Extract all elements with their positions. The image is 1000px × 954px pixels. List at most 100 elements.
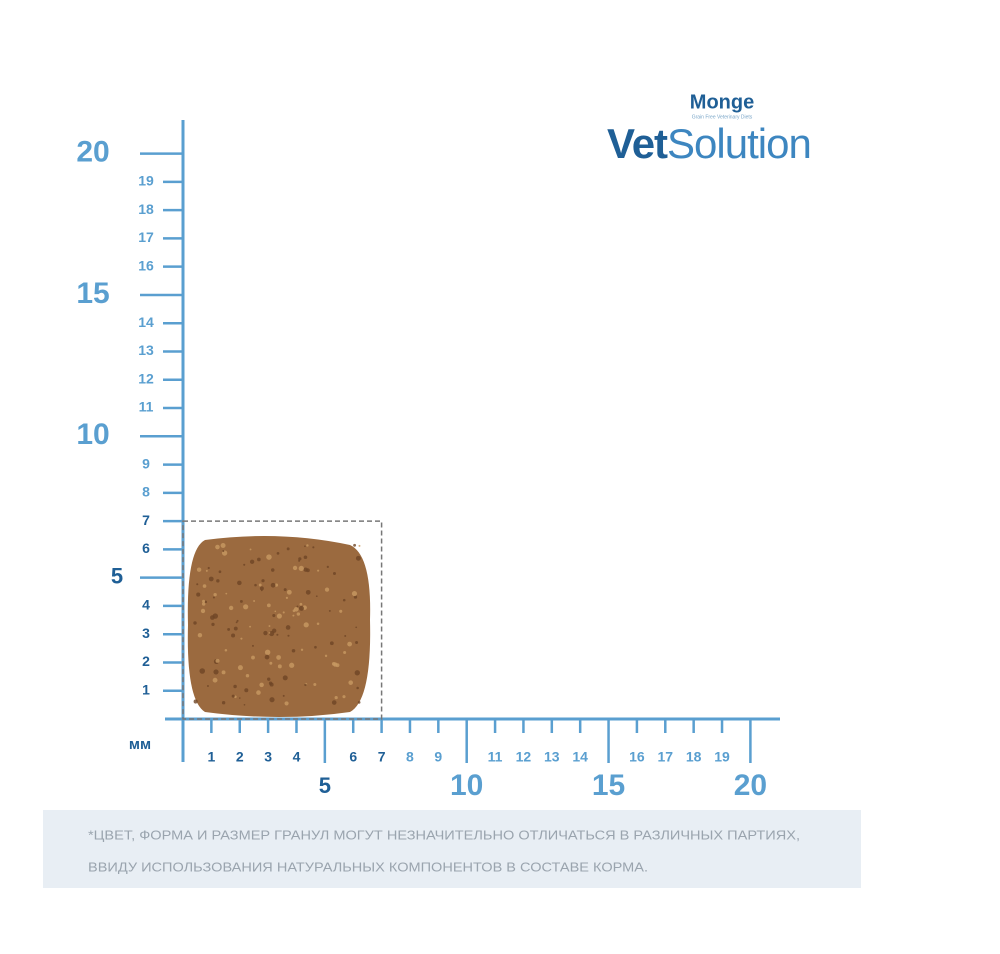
kibble-speck [269, 661, 273, 665]
kibble-speck [312, 546, 315, 549]
y-major-label: 10 [76, 418, 109, 451]
x-tick-label: 18 [686, 749, 702, 765]
kibble-speck [282, 675, 288, 681]
product-name: VetSolution [607, 120, 811, 167]
x-tick-label: 8 [406, 749, 414, 765]
kibble-speck [272, 628, 277, 633]
kibble-speck [225, 592, 228, 595]
kibble-speck [314, 645, 317, 649]
kibble-shape [187, 536, 371, 717]
kibble-speck [220, 542, 226, 548]
kibble-speck [249, 548, 252, 551]
kibble-speck [344, 634, 347, 637]
kibble-speck [298, 559, 301, 562]
kibble-speck [205, 569, 208, 572]
kibble-speck [332, 572, 336, 576]
kibble-speck [304, 683, 307, 687]
kibble-speck [201, 602, 206, 606]
kibble-speck [199, 668, 206, 674]
kibble-speck [286, 589, 292, 595]
kibble-speck [328, 609, 331, 612]
kibble-speck [298, 605, 304, 611]
x-tick-label: 16 [629, 749, 645, 765]
kibble-speck [213, 593, 217, 597]
kibble-speck [218, 570, 222, 574]
kibble-speck [282, 694, 285, 697]
y-tick-label: 4 [142, 597, 150, 613]
kibble-speck [196, 567, 202, 572]
y-tick-label: 9 [142, 455, 150, 471]
y-tick-label: 16 [138, 257, 154, 273]
kibble-speck [276, 655, 281, 660]
kibble-speck [305, 589, 311, 595]
kibble-speck [197, 632, 203, 638]
kibble-speck [283, 588, 287, 592]
kibble-speck [251, 655, 255, 660]
kibble-speck [239, 599, 243, 603]
kibble-speck [236, 619, 239, 622]
kibble-speck [303, 622, 309, 628]
kibble-speck [291, 648, 296, 653]
brand: Monge [690, 91, 754, 113]
kibble-speck [269, 697, 275, 703]
kibble-speck [210, 615, 215, 620]
kibble-speck [299, 602, 303, 606]
y-tick-label: 2 [142, 653, 150, 669]
kibble-speck [316, 622, 320, 625]
y-tick-label: 1 [142, 681, 150, 697]
kibble-speck [355, 626, 358, 629]
kibble-speck [348, 680, 354, 685]
kibble-speck [193, 699, 198, 704]
kibble-speck [212, 677, 218, 683]
note-line: ВВИДУ ИСПОЛЬЗОВАНИЯ НАТУРАЛЬНЫХ КОМПОНЕН… [88, 859, 648, 874]
kibble-speck [276, 633, 279, 636]
y-tick-label: 11 [139, 399, 154, 415]
kibble-speck [266, 554, 272, 560]
kibble-speck [296, 612, 301, 616]
kibble-speck [237, 580, 242, 586]
kibble-speck [215, 658, 220, 663]
kibble-speck [276, 551, 280, 555]
x-major-label: 5 [319, 773, 331, 798]
kibble-speck [331, 700, 337, 705]
y-tick-label: 13 [138, 342, 154, 358]
kibble-speck [253, 600, 256, 602]
kibble-speck [234, 695, 237, 699]
x-major-label: 15 [592, 769, 625, 802]
x-tick-label: 17 [658, 749, 674, 765]
kibble-speck [196, 583, 199, 586]
kibble-speck [270, 568, 275, 572]
y-major-label: 20 [76, 136, 109, 169]
kibble-speck [300, 648, 304, 651]
kibble-speck [357, 701, 361, 704]
x-major-label: 20 [734, 769, 767, 802]
kibble-speck [342, 598, 346, 602]
kibble-speck [339, 609, 343, 613]
kibble-speck [244, 688, 249, 693]
kibble-speck [256, 690, 261, 695]
kibble-speck [238, 697, 241, 699]
kibble-speck [264, 649, 271, 656]
kibble-speck [215, 544, 220, 550]
kibble-speck [306, 544, 309, 547]
kibble-speck [231, 694, 235, 698]
kibble-speck [261, 579, 265, 583]
kibble-speck [259, 586, 264, 591]
kibble-speck [243, 604, 249, 610]
kibble-speck [333, 662, 338, 667]
kibble-speck [249, 625, 252, 628]
kibble-speck [324, 587, 330, 592]
kibble-speck [303, 567, 308, 572]
kibble-speck [334, 696, 338, 700]
kibble-speck [216, 579, 220, 583]
kibble-speck [200, 608, 206, 614]
y-tick-label: 17 [138, 229, 154, 245]
x-tick-label: 9 [434, 749, 442, 765]
kibble-speck [354, 670, 360, 676]
kibble-speck [213, 669, 219, 675]
kibble-speck [304, 545, 306, 548]
x-tick-label: 7 [378, 749, 386, 765]
note-box [43, 810, 861, 888]
kibble-speck [287, 634, 290, 637]
